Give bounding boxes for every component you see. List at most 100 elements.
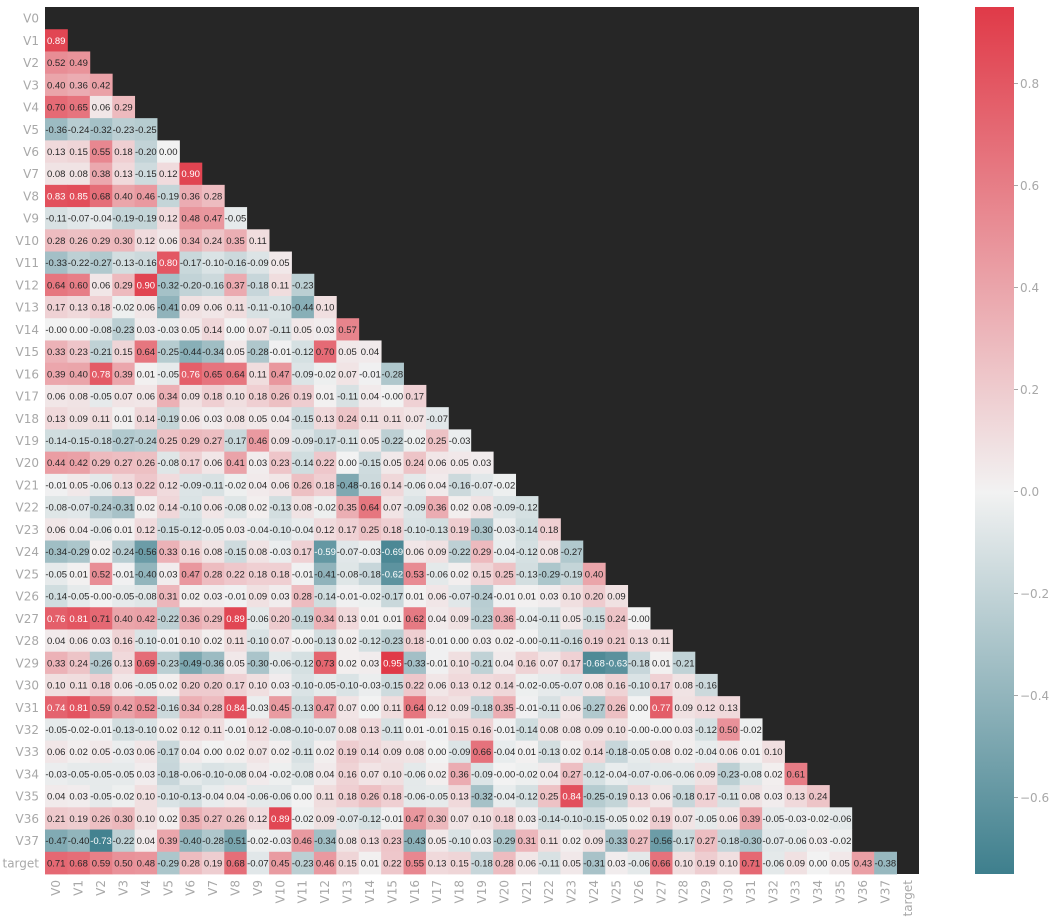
cell-value-label: -0.18 (471, 703, 493, 714)
cell-value-label: 0.09 (69, 414, 88, 425)
heatmap-cell-V9-V1 (67, 207, 91, 230)
heatmap-cell-V36-V23 (560, 807, 584, 830)
cell-value-label: 0.03 (674, 725, 693, 736)
heatmap-cell-V37-V34 (806, 829, 830, 853)
y-tick-label: V12 (16, 278, 39, 292)
cell-value-label: 0.25 (159, 436, 178, 447)
cell-value-label: 0.66 (652, 858, 671, 869)
heatmap-cell-V31-V22 (538, 696, 561, 719)
heatmap-cell-target-V0 (45, 851, 68, 875)
cell-value-label: 0.47 (316, 703, 335, 714)
cell-value-label: 0.81 (69, 614, 88, 625)
x-tick-label: V20 (497, 880, 511, 903)
heatmap-cell-V8-V3 (112, 184, 136, 208)
cell-value-label: -0.22 (382, 436, 404, 447)
heatmap-cell-V2-V1 (67, 51, 91, 75)
heatmap-cell-V24-V11 (291, 540, 315, 564)
cell-value-label: -0.06 (404, 792, 426, 803)
heatmap-cell-V37-V21 (515, 829, 539, 853)
heatmap-cell-V27-V18 (448, 607, 472, 630)
heatmap-cell-V9-V2 (89, 207, 113, 230)
heatmap-cell-V31-V12 (313, 696, 337, 719)
cell-value-label: -0.04 (247, 525, 269, 536)
heatmap-cell-V36-V31 (739, 807, 763, 830)
heatmap-cell-V33-V9 (246, 740, 270, 764)
heatmap-cell-V36-V25 (605, 807, 629, 830)
heatmap-cell-V20-V0 (45, 451, 68, 475)
heatmap-cell-V32-V15 (381, 718, 404, 742)
heatmap-cell-V21-V2 (89, 473, 113, 497)
y-tick-label: V10 (16, 234, 39, 248)
cell-value-label: 0.02 (181, 592, 200, 603)
heatmap-cell-V35-V33 (784, 785, 808, 808)
heatmap-cell-V31-V1 (67, 696, 91, 719)
x-tick-label: V10 (273, 880, 287, 903)
cell-value-label: 0.04 (249, 480, 268, 491)
cell-value-label: 0.00 (293, 792, 312, 803)
heatmap-cell-V35-V4 (134, 785, 158, 808)
heatmap-cell-V19-V13 (336, 429, 360, 453)
cell-value-label: -0.34 (45, 547, 67, 558)
heatmap-cell-V33-V3 (112, 740, 136, 764)
heatmap-cell-V35-V13 (336, 785, 360, 808)
heatmap-cell-target-V30 (717, 851, 741, 875)
cell-value-label: 0.08 (742, 792, 761, 803)
cell-value-label: 0.21 (607, 636, 626, 647)
cell-value-label: 0.38 (92, 169, 111, 180)
heatmap-cell-target-V11 (291, 851, 315, 875)
cell-value-label: 0.09 (674, 703, 693, 714)
heatmap-cell-V28-V21 (515, 629, 539, 653)
heatmap-cell-V6-V5 (157, 140, 180, 164)
heatmap-cell-V35-V11 (291, 785, 315, 808)
y-tick-label: V11 (16, 256, 39, 270)
cell-value-label: 0.40 (114, 191, 133, 202)
heatmap-cell-V13-V1 (67, 296, 91, 319)
heatmap-cell-V19-V15 (381, 429, 404, 453)
heatmap-cell-V18-V14 (358, 407, 382, 430)
heatmap-cell-V30-V28 (672, 673, 696, 697)
heatmap-cell-V36-V18 (448, 807, 472, 830)
cell-value-label: -0.08 (45, 503, 67, 514)
heatmap-cell-V19-V5 (157, 429, 180, 453)
heatmap-cell-V29-V17 (425, 651, 449, 675)
cell-value-label: -0.08 (740, 769, 762, 780)
cell-value-label: 0.09 (181, 303, 200, 314)
cell-value-label: 0.11 (383, 414, 401, 425)
cell-value-label: -0.07 (68, 214, 90, 225)
heatmap-cell-V20-V2 (89, 451, 113, 475)
cell-value-label: -0.22 (113, 836, 135, 847)
y-tick-label: V0 (23, 12, 39, 26)
cell-value-label: 0.12 (137, 236, 156, 247)
y-tick-label: V7 (23, 167, 39, 181)
heatmap-cell-V13-V3 (112, 296, 136, 319)
heatmap-cell-V29-V2 (89, 651, 113, 675)
cell-value-label: -0.09 (247, 258, 269, 269)
heatmap-cell-V31-V8 (224, 696, 248, 719)
cell-value-label: 0.27 (204, 814, 223, 825)
heatmap-cell-V9-V6 (179, 207, 203, 230)
cell-value-label: 0.14 (383, 480, 402, 491)
cell-value-label: -0.30 (471, 525, 493, 536)
cell-value-label: 0.29 (92, 458, 111, 469)
cell-value-label: 0.14 (204, 325, 223, 336)
heatmap-cell-V21-V1 (67, 473, 91, 497)
heatmap-cell-V18-V11 (291, 407, 315, 430)
cell-value-label: -0.02 (516, 769, 538, 780)
heatmap-cell-V34-V30 (717, 762, 741, 786)
heatmap-cell-V35-V10 (269, 785, 292, 808)
heatmap-cell-V37-V23 (560, 829, 584, 853)
heatmap-cell-V30-V19 (470, 673, 494, 697)
heatmap-cell-V18-V1 (67, 407, 91, 430)
cell-value-label: -0.02 (740, 725, 762, 736)
cell-value-label: -0.10 (292, 681, 314, 692)
heatmap-cell-V34-V6 (179, 762, 203, 786)
heatmap-cell-V36-V28 (672, 807, 696, 830)
cell-value-label: -0.18 (247, 280, 269, 291)
cell-value-label: 0.10 (674, 858, 693, 869)
x-tick-label: V33 (789, 880, 803, 903)
heatmap-cell-V24-V12 (313, 540, 337, 564)
cell-value-label: 0.13 (450, 681, 469, 692)
heatmap-cell-V16-V12 (313, 362, 337, 386)
heatmap-cell-V29-V19 (470, 651, 494, 675)
heatmap-cell-V17-V6 (179, 384, 203, 408)
